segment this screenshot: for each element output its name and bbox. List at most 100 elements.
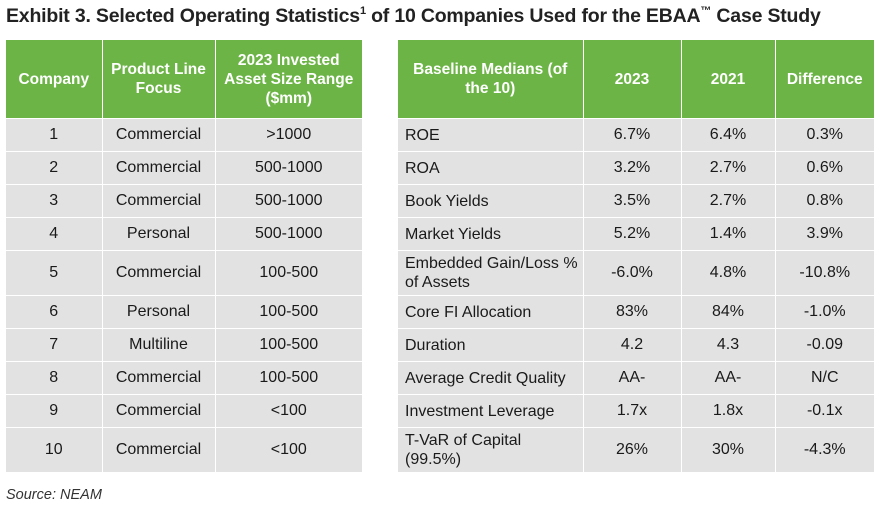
- product-line: Personal: [102, 217, 216, 251]
- metric-label: Embedded Gain/Loss % of Assets: [398, 250, 584, 296]
- product-line: Commercial: [102, 361, 216, 395]
- company-number: 1: [6, 118, 103, 152]
- table-row: Average Credit Quality AA- AA- N/C: [398, 361, 874, 395]
- title-suffix: Case Study: [711, 5, 821, 27]
- company-number: 4: [6, 217, 103, 251]
- value-2021: 84%: [681, 295, 776, 329]
- metric-label: Core FI Allocation: [398, 295, 584, 329]
- metric-label: Duration: [398, 328, 584, 362]
- value-2023: 3.2%: [583, 151, 682, 185]
- table-row: 6 Personal 100-500: [6, 295, 362, 329]
- product-line: Multiline: [102, 328, 216, 362]
- table-row: ROE 6.7% 6.4% 0.3%: [398, 118, 874, 152]
- header-company: Company: [6, 40, 103, 119]
- table-row: Embedded Gain/Loss % of Assets -6.0% 4.8% -…: [398, 250, 874, 296]
- value-difference: -0.09: [775, 328, 874, 362]
- value-difference: 0.8%: [775, 184, 874, 218]
- metric-label: Average Credit Quality: [398, 361, 584, 395]
- value-difference: 0.3%: [775, 118, 874, 152]
- table-row: 1 Commercial >1000: [6, 118, 362, 152]
- product-line: Commercial: [102, 184, 216, 218]
- value-2023: 1.7x: [583, 394, 682, 428]
- metric-label: Investment Leverage: [398, 394, 584, 428]
- table-row: 9 Commercial <100: [6, 394, 362, 428]
- header-2021: 2021: [681, 40, 776, 119]
- company-table-header-row: Company Product Line Focus 2023 Invested…: [6, 40, 362, 119]
- table-row: 10 Commercial <100: [6, 427, 362, 472]
- product-line: Commercial: [102, 118, 216, 152]
- table-row: 5 Commercial 100-500: [6, 250, 362, 296]
- medians-table-header-row: Baseline Medians (of the 10) 2023 2021 D…: [398, 40, 874, 119]
- value-2021: AA-: [681, 361, 776, 395]
- company-number: 3: [6, 184, 103, 218]
- value-2023: 26%: [583, 427, 682, 472]
- value-difference: -1.0%: [775, 295, 874, 329]
- table-row: Investment Leverage 1.7x 1.8x -0.1x: [398, 394, 874, 428]
- header-baseline-medians: Baseline Medians (of the 10): [398, 40, 584, 119]
- company-number: 10: [6, 427, 103, 472]
- table-row: 8 Commercial 100-500: [6, 361, 362, 395]
- product-line: Commercial: [102, 427, 216, 472]
- company-number: 5: [6, 250, 103, 296]
- value-difference: N/C: [775, 361, 874, 395]
- value-difference: 0.6%: [775, 151, 874, 185]
- company-number: 6: [6, 295, 103, 329]
- value-2021: 1.8x: [681, 394, 776, 428]
- value-2021: 30%: [681, 427, 776, 472]
- baseline-medians-table: Baseline Medians (of the 10) 2023 2021 D…: [398, 40, 874, 472]
- company-number: 8: [6, 361, 103, 395]
- asset-size: 100-500: [215, 250, 362, 296]
- table-row: 4 Personal 500-1000: [6, 217, 362, 251]
- company-table: Company Product Line Focus 2023 Invested…: [6, 40, 362, 472]
- asset-size: <100: [215, 427, 362, 472]
- value-2023: AA-: [583, 361, 682, 395]
- asset-size: 500-1000: [215, 151, 362, 185]
- value-2023: 83%: [583, 295, 682, 329]
- source-note: Source: NEAM: [6, 487, 102, 503]
- exhibit-title: Exhibit 3. Selected Operating Statistics…: [6, 5, 821, 28]
- value-2021: 1.4%: [681, 217, 776, 251]
- product-line: Commercial: [102, 250, 216, 296]
- value-2021: 6.4%: [681, 118, 776, 152]
- table-row: Market Yields 5.2% 1.4% 3.9%: [398, 217, 874, 251]
- asset-size: <100: [215, 394, 362, 428]
- asset-size: 100-500: [215, 295, 362, 329]
- metric-label: ROA: [398, 151, 584, 185]
- asset-size: 100-500: [215, 361, 362, 395]
- header-product-line-focus: Product Line Focus: [102, 40, 216, 119]
- value-2021: 4.3: [681, 328, 776, 362]
- company-number: 9: [6, 394, 103, 428]
- asset-size: 500-1000: [215, 217, 362, 251]
- value-2021: 2.7%: [681, 184, 776, 218]
- footnote-mark: 1: [359, 5, 366, 17]
- table-row: 3 Commercial 500-1000: [6, 184, 362, 218]
- value-difference: -10.8%: [775, 250, 874, 296]
- table-row: Core FI Allocation 83% 84% -1.0%: [398, 295, 874, 329]
- asset-size: 100-500: [215, 328, 362, 362]
- value-2023: 5.2%: [583, 217, 682, 251]
- value-2023: 6.7%: [583, 118, 682, 152]
- table-row: T-VaR of Capital (99.5%) 26% 30% -4.3%: [398, 427, 874, 472]
- product-line: Commercial: [102, 394, 216, 428]
- value-difference: -0.1x: [775, 394, 874, 428]
- asset-size: >1000: [215, 118, 362, 152]
- header-asset-size-range: 2023 Invested Asset Size Range ($mm): [215, 40, 362, 119]
- header-2023: 2023: [583, 40, 682, 119]
- value-difference: -4.3%: [775, 427, 874, 472]
- metric-label: Market Yields: [398, 217, 584, 251]
- table-row: Book Yields 3.5% 2.7% 0.8%: [398, 184, 874, 218]
- metric-label: ROE: [398, 118, 584, 152]
- header-difference: Difference: [775, 40, 874, 119]
- title-middle: of 10 Companies Used for the EBAA: [365, 5, 701, 27]
- product-line: Commercial: [102, 151, 216, 185]
- value-2023: -6.0%: [583, 250, 682, 296]
- table-row: 2 Commercial 500-1000: [6, 151, 362, 185]
- table-row: 7 Multiline 100-500: [6, 328, 362, 362]
- title-prefix: Exhibit 3. Selected Operating Statistics: [6, 5, 360, 27]
- value-difference: 3.9%: [775, 217, 874, 251]
- table-row: Duration 4.2 4.3 -0.09: [398, 328, 874, 362]
- value-2023: 4.2: [583, 328, 682, 362]
- table-row: ROA 3.2% 2.7% 0.6%: [398, 151, 874, 185]
- product-line: Personal: [102, 295, 216, 329]
- value-2021: 2.7%: [681, 151, 776, 185]
